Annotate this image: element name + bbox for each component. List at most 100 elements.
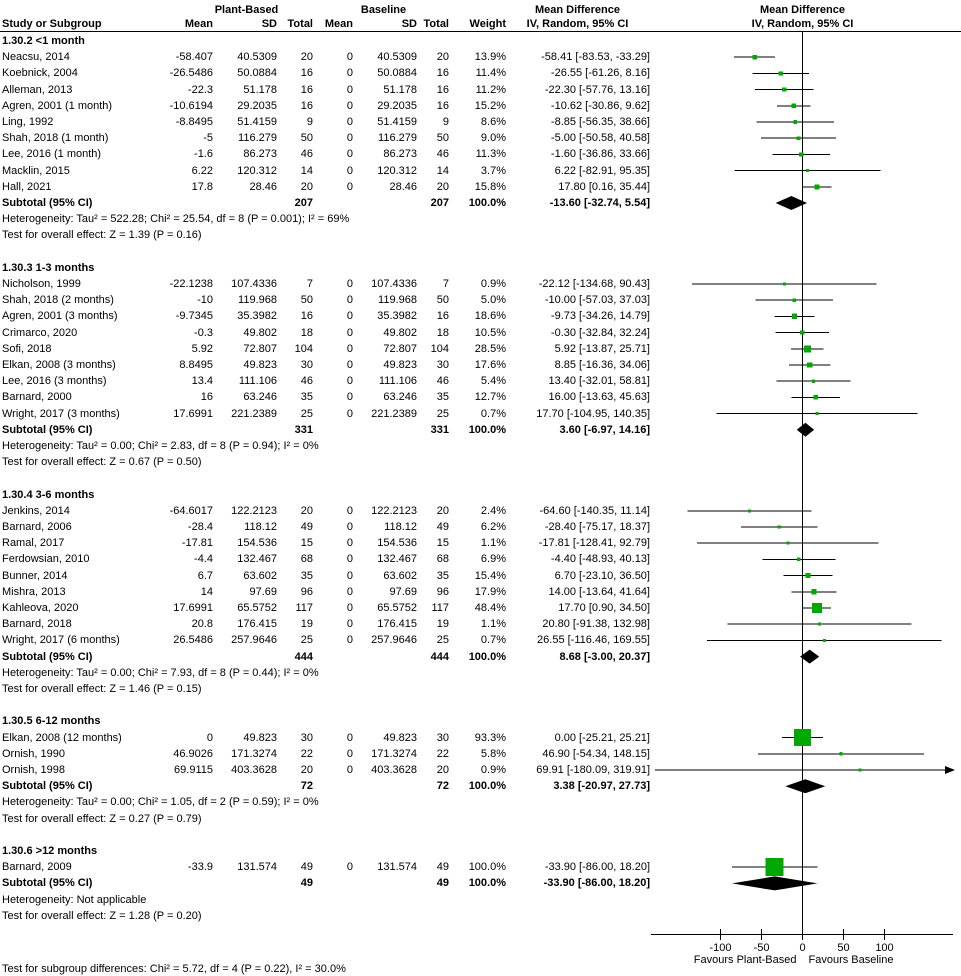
mean2-cell: 0 — [346, 164, 353, 177]
sd1-cell: 35.3982 — [237, 310, 277, 323]
mean1-cell: 17.6991 — [173, 602, 213, 614]
effect-square-marker — [777, 525, 781, 529]
mean1-cell: 0 — [206, 731, 213, 744]
mean1-cell: -4.4 — [194, 553, 213, 566]
study-name: Barnard, 2006 — [2, 521, 72, 533]
effect-square-marker — [786, 541, 790, 545]
col-header-mean1: Mean — [184, 18, 213, 30]
mean2-cell: 0 — [346, 326, 353, 339]
study-name: Kahleova, 2020 — [2, 602, 79, 614]
ci-text-cell: 17.70 [0.90, 34.50] — [558, 602, 650, 614]
effect-square-marker — [752, 54, 757, 60]
mean1-cell: 20.8 — [191, 618, 213, 631]
effect-square-marker — [803, 345, 811, 353]
mean2-cell: 0 — [346, 569, 353, 582]
mean2-cell: 0 — [346, 180, 353, 193]
subtotal-weight-cell: 100.0% — [468, 877, 506, 890]
study-name: Shah, 2018 (2 months) — [2, 294, 114, 307]
weight-cell: 3.7% — [480, 164, 506, 177]
subtotal-ci-text-cell: 3.38 [-20.97, 27.73] — [553, 780, 650, 793]
ci-text-cell: -58.41 [-83.53, -33.29] — [541, 51, 650, 64]
subtotal-label: Subtotal (95% CI) — [2, 780, 93, 793]
sd2-cell: 176.415 — [377, 618, 417, 631]
heterogeneity-note: Heterogeneity: Tau² = 0.00; Chi² = 2.83,… — [2, 440, 319, 452]
study-name: Agren, 2001 (3 months) — [2, 310, 118, 323]
heterogeneity-note: Heterogeneity: Tau² = 0.00; Chi² = 1.05,… — [2, 796, 319, 809]
sd1-cell: 257.9646 — [231, 634, 277, 647]
overall-effect-note: Test for overall effect: Z = 1.46 (P = 0… — [2, 683, 202, 695]
subtotal-total2-cell: 444 — [430, 650, 449, 663]
col-header-sd1: SD — [261, 18, 277, 30]
subtotal-weight-cell: 100.0% — [468, 197, 506, 209]
total1-cell: 104 — [294, 342, 313, 355]
sd1-cell: 119.968 — [238, 294, 277, 307]
sd2-cell: 49.823 — [383, 731, 417, 744]
subtotal-ci-text-cell: -33.90 [-86.00, 18.20] — [543, 877, 650, 890]
sd2-cell: 35.3982 — [377, 310, 417, 323]
sd2-cell: 111.106 — [378, 375, 417, 388]
weight-cell: 0.9% — [480, 764, 506, 776]
total2-cell: 16 — [436, 310, 449, 323]
weight-cell: 48.4% — [474, 602, 506, 614]
mean2-cell: 0 — [346, 504, 353, 517]
ci-text-cell: 8.85 [-16.36, 34.06] — [554, 359, 650, 371]
total1-cell: 19 — [300, 618, 313, 631]
mean2-cell: 0 — [346, 764, 353, 776]
effect-square-marker — [793, 120, 798, 124]
weight-cell: 12.7% — [474, 391, 506, 404]
subtotal-label: Subtotal (95% CI) — [2, 650, 93, 663]
mean1-cell: -9.7345 — [175, 310, 213, 323]
subtotal-total1-cell: 72 — [300, 780, 313, 793]
subtotal-total2-cell: 331 — [430, 423, 449, 436]
mean2-cell: 0 — [346, 618, 353, 631]
col-header-weight: Weight — [469, 18, 506, 30]
sd2-cell: 171.3274 — [371, 747, 417, 760]
mean1-cell: -17.81 — [181, 537, 213, 550]
mean2-cell: 0 — [346, 359, 353, 371]
subtotal-weight-cell: 100.0% — [468, 780, 506, 793]
subtotal-total1-cell: 49 — [300, 877, 313, 890]
total1-cell: 50 — [300, 294, 313, 307]
total2-cell: 35 — [436, 569, 449, 582]
total2-cell: 19 — [436, 618, 449, 631]
weight-cell: 6.9% — [480, 553, 506, 566]
overall-effect-note: Test for overall effect: Z = 1.28 (P = 0… — [2, 909, 202, 922]
effect-square-marker — [818, 622, 822, 626]
weight-cell: 0.9% — [480, 278, 506, 290]
mean2-cell: 0 — [346, 634, 353, 647]
total2-cell: 30 — [436, 359, 449, 371]
axis-tick-label: 50 — [837, 942, 849, 954]
sd1-cell: 221.2389 — [231, 407, 277, 420]
heterogeneity-note: Heterogeneity: Not applicable — [2, 893, 147, 906]
effect-square-marker — [791, 313, 798, 320]
study-name: Elkan, 2008 (12 months) — [2, 731, 122, 744]
ci-text-cell: -0.30 [-32.84, 32.24] — [550, 326, 650, 339]
weight-cell: 9.0% — [480, 132, 506, 145]
subgroup-title: 1.30.5 6-12 months — [2, 715, 101, 728]
mean1-cell: -10.6194 — [169, 99, 213, 112]
mean1-cell: -64.6017 — [169, 504, 213, 517]
sd1-cell: 154.536 — [237, 537, 277, 550]
study-name: Wright, 2017 (3 months) — [2, 407, 120, 420]
effect-square-marker — [811, 589, 817, 595]
col-header-mean2: Mean — [324, 18, 353, 30]
sd1-cell: 86.273 — [243, 148, 277, 161]
axis-tick-label: 0 — [799, 942, 805, 954]
sd1-cell: 51.4159 — [237, 116, 277, 128]
sd1-cell: 116.279 — [238, 132, 277, 145]
sd1-cell: 50.0884 — [237, 67, 277, 80]
study-name: Ling, 1992 — [2, 116, 54, 128]
mean1-cell: -0.3 — [194, 326, 213, 339]
mean1-cell: 6.7 — [197, 569, 213, 582]
mean1-cell: 46.9026 — [173, 747, 213, 760]
subtotal-total2-cell: 49 — [436, 877, 449, 890]
mean1-cell: 13.4 — [191, 375, 213, 388]
study-name: Neacsu, 2014 — [2, 51, 70, 64]
ci-text-cell: -1.60 [-36.86, 33.66] — [550, 148, 650, 161]
total2-cell: 25 — [436, 634, 449, 647]
study-name: Sofi, 2018 — [2, 342, 52, 355]
mean2-cell: 0 — [346, 537, 353, 550]
total1-cell: 20 — [300, 180, 313, 193]
sd1-cell: 131.574 — [237, 861, 277, 874]
total1-cell: 7 — [306, 278, 313, 290]
